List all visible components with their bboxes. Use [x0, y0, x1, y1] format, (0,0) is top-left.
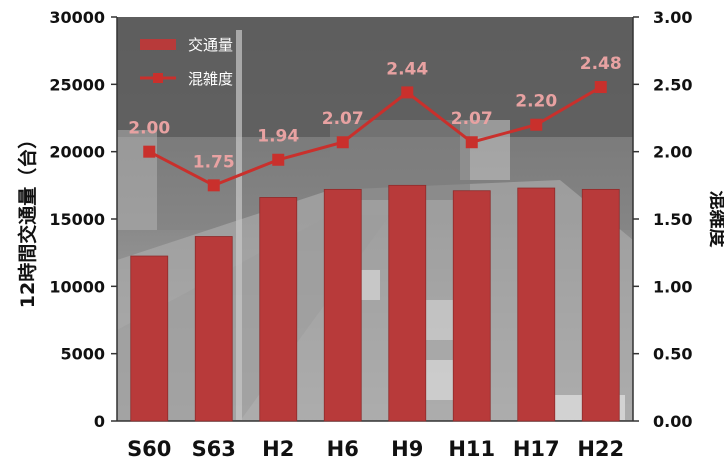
x-tick-label: H6 [327, 437, 359, 461]
legend-label-bar: 交通量 [188, 36, 233, 54]
x-tick-label: H11 [448, 437, 495, 461]
y2-axis-title: 混雑度 [707, 190, 724, 248]
line-path [148, 85, 602, 187]
legend-swatch-marker [153, 73, 163, 83]
right-ticks: 0.00 0.50 1.00 1.50 2.00 2.50 3.00 [633, 8, 692, 431]
line-point [530, 118, 543, 131]
y-tick-label: 30000 [49, 8, 105, 27]
y-tick-label: 25000 [49, 75, 105, 94]
y-tick-label: 0 [94, 412, 105, 431]
bar [194, 236, 233, 422]
legend: 交通量 混雑度 [140, 36, 233, 88]
line-point [272, 153, 285, 166]
bar [581, 188, 620, 422]
line-point [401, 86, 414, 99]
y2-tick-label: 1.50 [653, 210, 692, 229]
bar [452, 190, 491, 422]
y-tick-label: 20000 [49, 143, 105, 162]
x-tick-label: S63 [192, 437, 236, 461]
data-label: 2.00 [128, 119, 170, 139]
line-point [594, 81, 607, 94]
line-point [143, 145, 156, 158]
data-label: 2.44 [386, 59, 428, 79]
bar [517, 187, 556, 422]
bar [323, 188, 362, 422]
bar [259, 197, 298, 422]
legend-swatch-bar [140, 39, 176, 50]
line-point [207, 179, 220, 192]
x-tick-label: S60 [127, 437, 171, 461]
x-tick-labels: S60 S63 H2 H6 H9 H11 H17 H22 [127, 437, 624, 461]
y2-tick-label: 0.00 [653, 412, 692, 431]
data-label: 2.48 [580, 54, 622, 74]
line-point [465, 136, 478, 149]
y-tick-label: 10000 [49, 277, 105, 296]
data-label: 2.20 [515, 92, 557, 112]
x-tick-label: H17 [513, 437, 560, 461]
left-ticks: 0 5000 10000 15000 20000 25000 30000 [49, 8, 117, 431]
line-point [336, 136, 349, 149]
x-tick-label: H9 [391, 437, 423, 461]
x-tick-label: H2 [262, 437, 294, 461]
bar [130, 255, 169, 422]
background-photo [117, 17, 633, 421]
bar-series [130, 184, 620, 422]
y-tick-label: 15000 [49, 210, 105, 229]
data-label: 1.75 [193, 152, 235, 172]
line-series: 2.00 1.75 1.94 2.07 2.44 2.07 2.20 2.48 [128, 54, 622, 192]
y2-tick-label: 2.00 [653, 143, 692, 162]
y-tick-label: 5000 [60, 345, 105, 364]
x-tick-label: H22 [577, 437, 624, 461]
y-axis-title: 12時間交通量（台） [16, 130, 39, 308]
bar [388, 184, 427, 422]
data-label: 2.07 [451, 109, 493, 129]
y2-tick-label: 2.50 [653, 75, 692, 94]
y2-tick-label: 3.00 [653, 8, 692, 27]
y2-tick-label: 0.50 [653, 345, 692, 364]
y2-tick-label: 1.00 [653, 277, 692, 296]
data-label: 1.94 [257, 127, 299, 147]
legend-label-line: 混雑度 [188, 70, 233, 88]
data-label: 2.07 [322, 109, 364, 129]
